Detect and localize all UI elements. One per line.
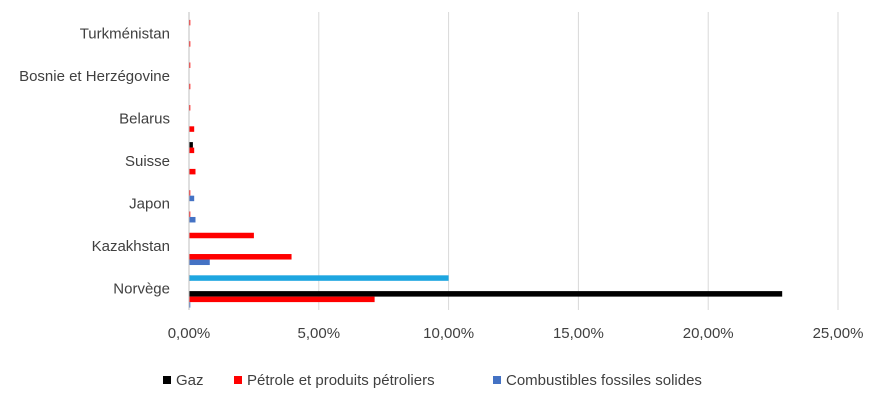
bar-1-13 — [189, 19, 191, 26]
bar-1-9 — [189, 105, 191, 111]
bar-1-4 — [189, 211, 191, 217]
bar-1-11 — [189, 62, 191, 68]
gridlines — [188, 12, 839, 310]
bar-2-0 — [189, 302, 191, 308]
bar-2-4 — [189, 216, 196, 223]
bar-1-3 — [189, 232, 254, 239]
legend-swatch-0 — [163, 376, 171, 384]
x-tick-label-0: 0,00% — [168, 325, 211, 342]
bar-1-0 — [189, 296, 375, 303]
bars-group — [189, 19, 783, 308]
bar-1-8 — [189, 126, 195, 132]
legend-swatch-1 — [234, 376, 242, 384]
bar-2-2 — [189, 259, 210, 266]
bar-1-12 — [189, 41, 191, 47]
bar-extra-0-1 — [189, 275, 449, 281]
y-tick-label-6: Suisse — [125, 153, 170, 170]
bar-1-2 — [189, 254, 292, 260]
y-tick-label-2: Kazakhstan — [92, 238, 170, 255]
bar-1-10 — [189, 83, 191, 90]
legend-label-1: Pétrole et produits pétroliers — [247, 372, 435, 389]
bar-1-5 — [189, 190, 191, 196]
bar-0-0 — [189, 291, 783, 297]
x-axis-ticks: 0,00% 5,00% 10,00% 15,00% 20,00% 25,00% — [168, 325, 864, 342]
x-tick-label-2: 10,00% — [423, 325, 474, 342]
x-tick-label-3: 15,00% — [553, 325, 604, 342]
x-tick-label-1: 5,00% — [298, 325, 341, 342]
bar-1-6 — [189, 168, 196, 175]
legend-label-0: Gaz — [176, 372, 204, 389]
bar-1-7 — [189, 147, 195, 154]
y-tick-label-10: Bosnie et Herzégovine — [19, 68, 170, 85]
y-tick-label-12: Turkménistan — [80, 25, 170, 42]
y-tick-label-8: Belarus — [119, 110, 170, 127]
x-tick-label-5: 25,00% — [813, 325, 864, 342]
bar-2-5 — [189, 195, 195, 202]
y-tick-label-0: Norvège — [113, 281, 170, 298]
y-tick-label-4: Japon — [129, 196, 170, 213]
legend-swatch-2 — [493, 376, 501, 384]
legend-label-2: Combustibles fossiles solides — [506, 372, 702, 389]
bar-0-7 — [189, 142, 193, 148]
y-axis: Norvège Kazakhstan Japon Suisse Belarus Bosni… — [19, 12, 190, 310]
legend: Gaz Pétrole et produits pétroliers Combust… — [163, 372, 702, 389]
x-tick-label-4: 20,00% — [683, 325, 734, 342]
